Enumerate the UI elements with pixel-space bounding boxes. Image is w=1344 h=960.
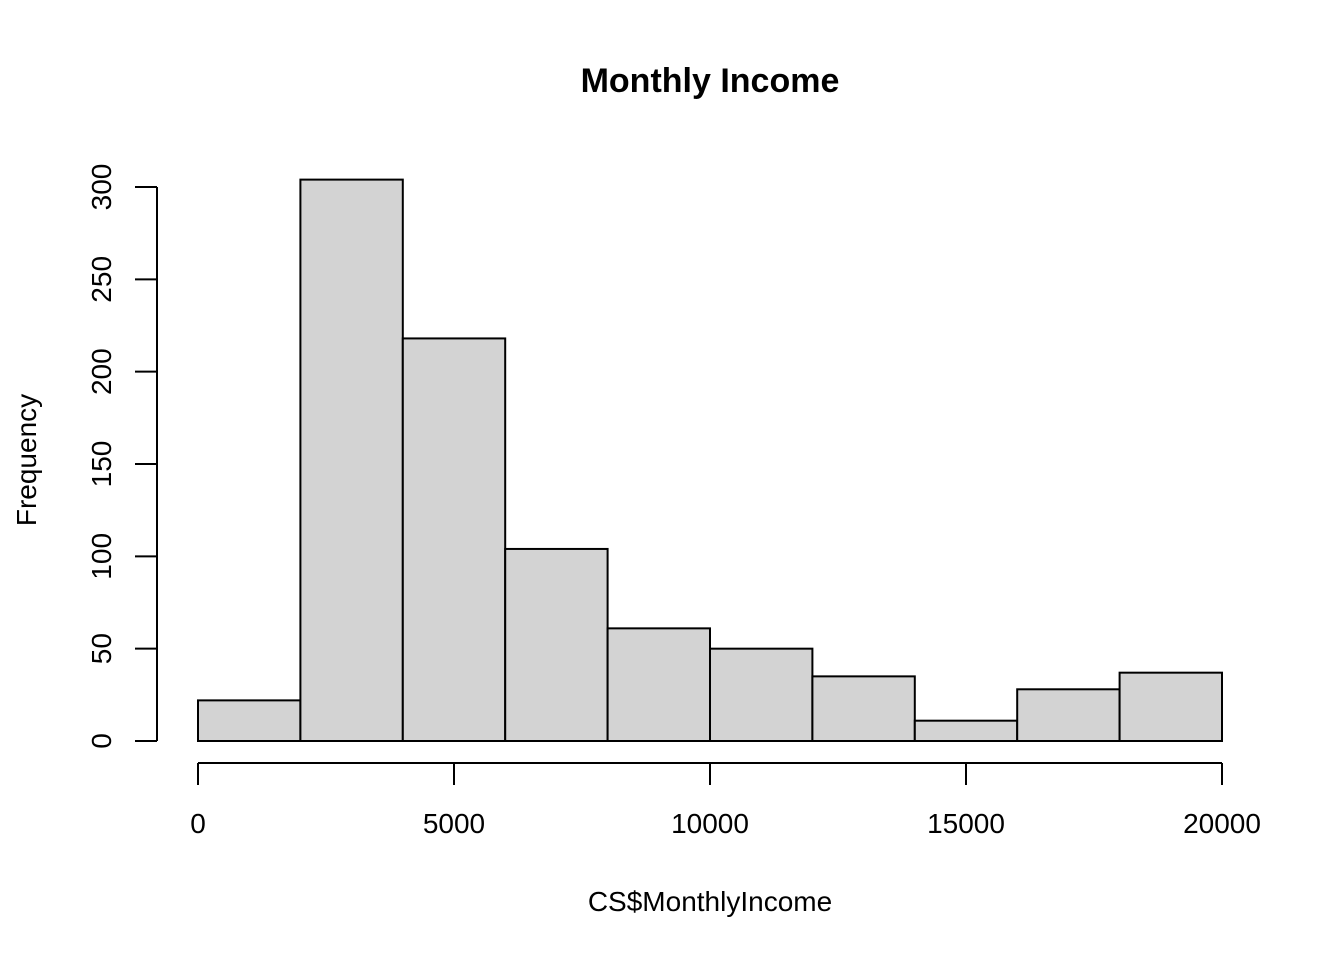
x-tick-label: 5000 (423, 808, 485, 839)
x-tick-label: 15000 (927, 808, 1005, 839)
y-tick-label: 50 (86, 633, 117, 664)
y-tick-label: 200 (86, 348, 117, 395)
x-axis-label: CS$MonthlyIncome (588, 886, 832, 917)
y-tick-label: 100 (86, 533, 117, 580)
bar (913, 719, 1019, 742)
y-tick-label: 0 (86, 733, 117, 749)
y-tick-label: 250 (86, 256, 117, 303)
x-tick-label: 0 (190, 808, 206, 839)
bar (1016, 688, 1121, 742)
y-tick-label: 150 (86, 441, 117, 488)
bar (1118, 671, 1223, 743)
y-axis-label: Frequency (11, 394, 42, 526)
bar (811, 675, 916, 742)
bar (197, 699, 302, 743)
bar (299, 178, 404, 742)
bar (504, 547, 609, 742)
bar (606, 627, 711, 742)
bar (709, 647, 814, 743)
x-tick-label: 20000 (1183, 808, 1261, 839)
y-tick-label: 300 (86, 164, 117, 211)
bar (401, 337, 507, 742)
x-tick-label: 10000 (671, 808, 749, 839)
chart-title: Monthly Income (581, 62, 840, 100)
